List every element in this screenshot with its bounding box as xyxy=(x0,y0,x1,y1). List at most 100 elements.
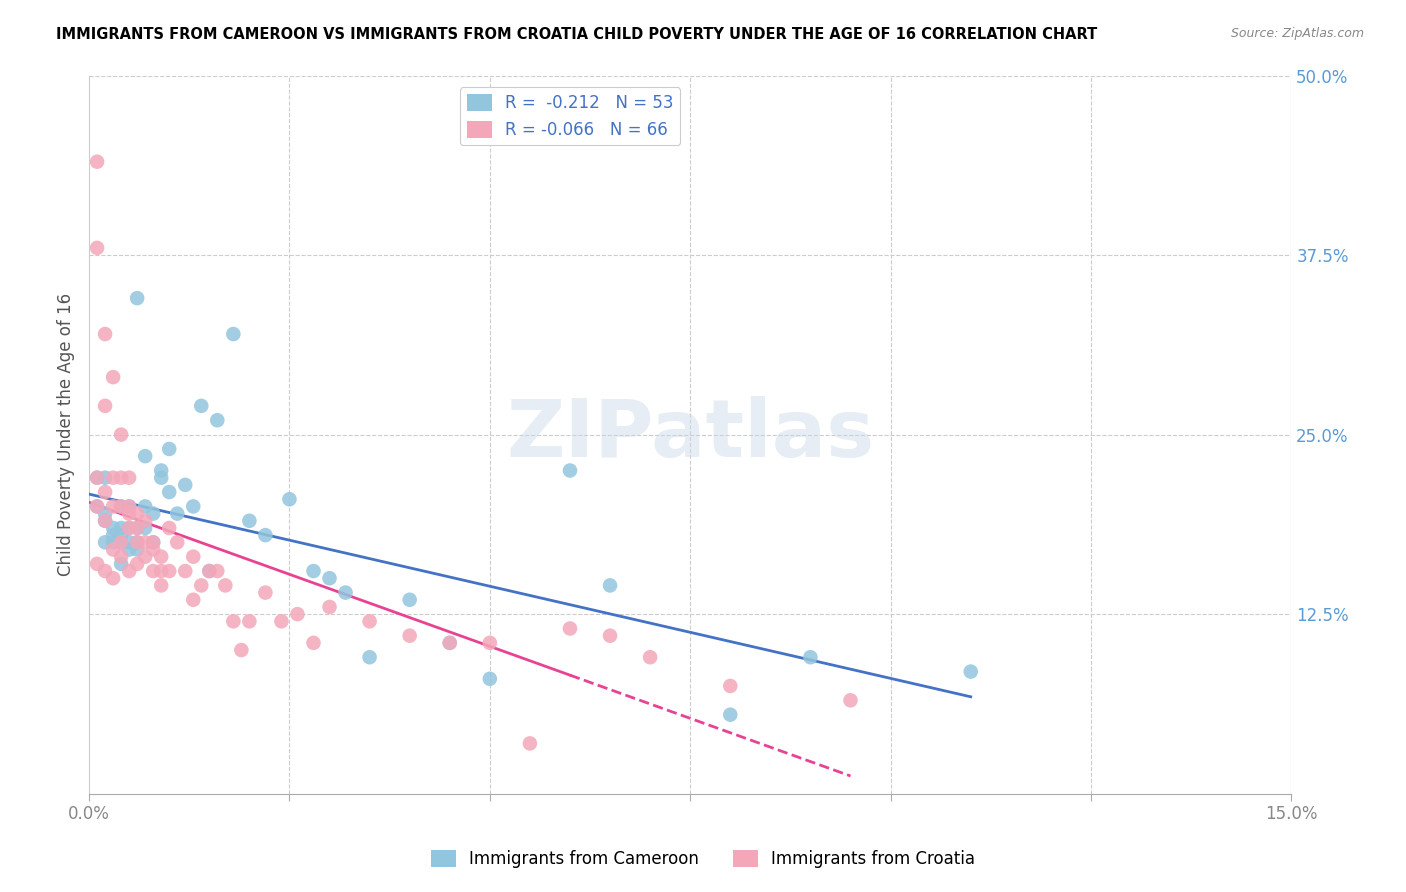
Point xyxy=(101,535,124,549)
Point xyxy=(190,399,212,413)
Point xyxy=(127,542,149,557)
Point xyxy=(478,672,501,686)
Point xyxy=(127,521,149,535)
Point xyxy=(959,665,981,679)
Point xyxy=(198,564,221,578)
Point xyxy=(359,650,381,665)
Text: IMMIGRANTS FROM CAMEROON VS IMMIGRANTS FROM CROATIA CHILD POVERTY UNDER THE AGE : IMMIGRANTS FROM CAMEROON VS IMMIGRANTS F… xyxy=(56,27,1098,42)
Point xyxy=(599,629,621,643)
Legend: R =  -0.212   N = 53, R = -0.066   N = 66: R = -0.212 N = 53, R = -0.066 N = 66 xyxy=(460,87,681,145)
Point xyxy=(127,535,149,549)
Point xyxy=(318,571,340,585)
Point xyxy=(254,528,277,542)
Point xyxy=(118,521,141,535)
Point xyxy=(181,500,204,514)
Point xyxy=(86,500,108,514)
Point xyxy=(110,557,132,571)
Point xyxy=(110,535,132,549)
Point xyxy=(238,514,260,528)
Point xyxy=(150,463,173,477)
Point xyxy=(118,500,141,514)
Point xyxy=(118,471,141,485)
Point xyxy=(599,578,621,592)
Point xyxy=(558,622,581,636)
Point xyxy=(94,399,117,413)
Point xyxy=(181,549,204,564)
Point xyxy=(94,471,117,485)
Point xyxy=(190,578,212,592)
Point xyxy=(101,521,124,535)
Point xyxy=(134,521,156,535)
Point xyxy=(142,542,165,557)
Point xyxy=(86,471,108,485)
Point xyxy=(166,535,188,549)
Point xyxy=(110,427,132,442)
Point xyxy=(86,241,108,255)
Point xyxy=(142,535,165,549)
Point xyxy=(839,693,862,707)
Point xyxy=(127,521,149,535)
Point xyxy=(86,557,108,571)
Point xyxy=(118,564,141,578)
Point xyxy=(101,500,124,514)
Point xyxy=(134,549,156,564)
Point xyxy=(94,327,117,342)
Point xyxy=(270,615,292,629)
Point xyxy=(101,471,124,485)
Point xyxy=(101,542,124,557)
Point xyxy=(101,571,124,585)
Point xyxy=(150,549,173,564)
Point xyxy=(118,507,141,521)
Point xyxy=(110,471,132,485)
Point xyxy=(86,471,108,485)
Point xyxy=(222,615,245,629)
Point xyxy=(207,564,229,578)
Point xyxy=(718,679,741,693)
Point xyxy=(86,154,108,169)
Point xyxy=(134,535,156,549)
Point xyxy=(134,514,156,528)
Point xyxy=(142,507,165,521)
Point xyxy=(254,585,277,599)
Point xyxy=(222,327,245,342)
Point xyxy=(302,636,325,650)
Point xyxy=(238,615,260,629)
Point xyxy=(94,535,117,549)
Point xyxy=(439,636,461,650)
Point xyxy=(174,478,197,492)
Point xyxy=(157,521,180,535)
Point xyxy=(231,643,253,657)
Point xyxy=(94,507,117,521)
Point xyxy=(101,528,124,542)
Point xyxy=(142,564,165,578)
Point xyxy=(110,500,132,514)
Text: ZIPatlas: ZIPatlas xyxy=(506,395,875,474)
Point xyxy=(359,615,381,629)
Point xyxy=(94,485,117,500)
Point xyxy=(110,500,132,514)
Point xyxy=(127,557,149,571)
Point xyxy=(127,291,149,305)
Point xyxy=(198,564,221,578)
Point xyxy=(335,585,357,599)
Point xyxy=(134,449,156,463)
Point xyxy=(287,607,309,621)
Point xyxy=(207,413,229,427)
Point xyxy=(110,528,132,542)
Point xyxy=(127,535,149,549)
Point xyxy=(127,507,149,521)
Point xyxy=(118,535,141,549)
Point xyxy=(181,592,204,607)
Point xyxy=(110,549,132,564)
Point xyxy=(118,542,141,557)
Point xyxy=(94,514,117,528)
Point xyxy=(142,535,165,549)
Point xyxy=(398,592,420,607)
Point xyxy=(439,636,461,650)
Point xyxy=(799,650,821,665)
Point xyxy=(94,564,117,578)
Point xyxy=(318,599,340,614)
Point xyxy=(150,564,173,578)
Point xyxy=(638,650,661,665)
Point xyxy=(110,535,132,549)
